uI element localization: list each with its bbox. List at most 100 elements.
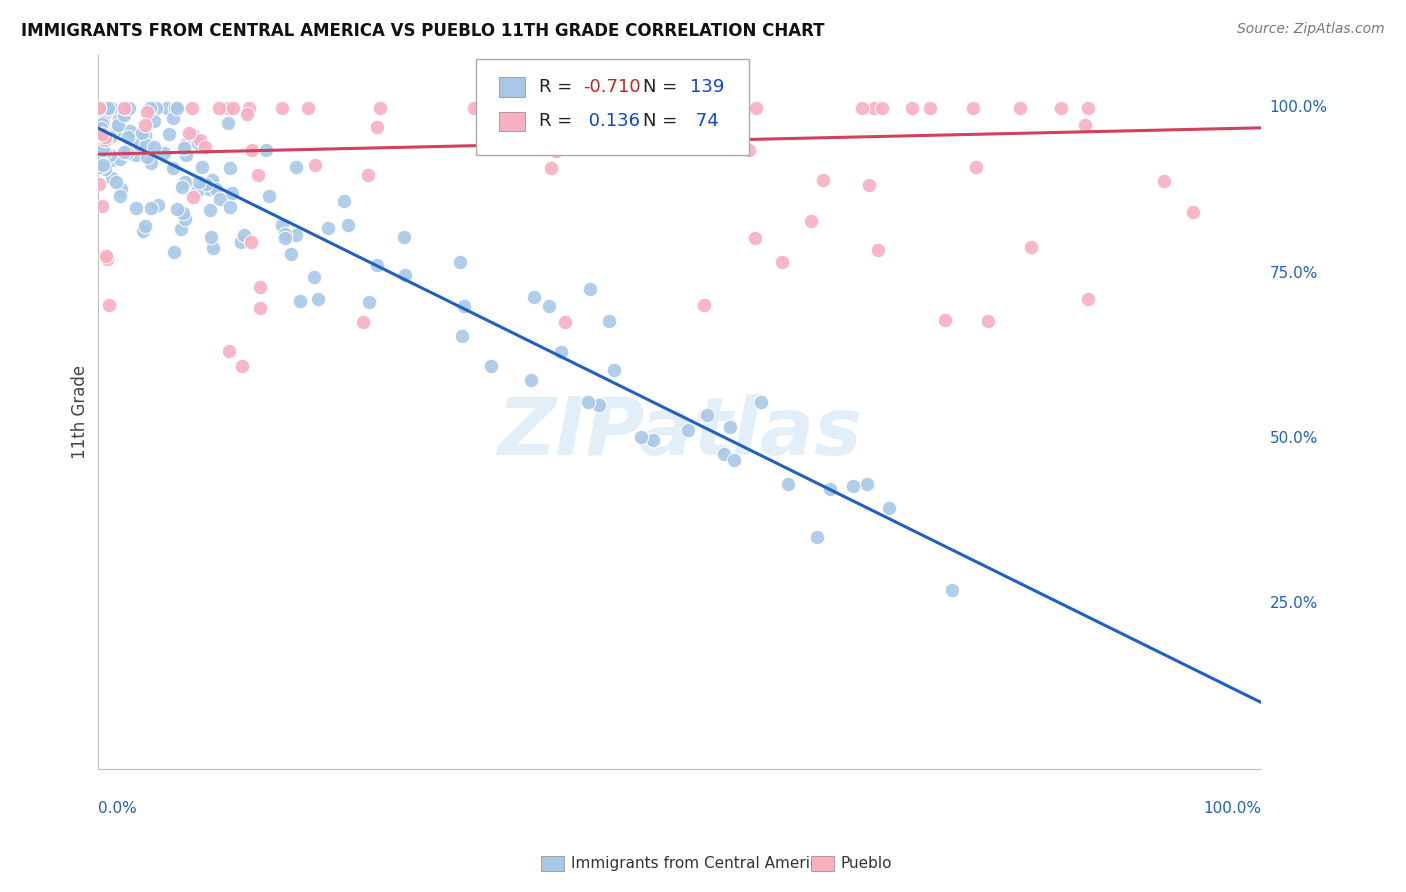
Point <box>540 161 562 175</box>
Point <box>101 153 124 167</box>
Point <box>108 152 131 166</box>
Point <box>236 106 259 120</box>
Point <box>219 200 242 214</box>
Point <box>177 126 200 140</box>
Text: N =: N = <box>644 78 683 96</box>
Point <box>187 136 209 151</box>
Text: ZIPatlas: ZIPatlas <box>496 394 862 472</box>
Point <box>738 143 761 157</box>
Point <box>89 161 111 175</box>
Point <box>811 172 834 186</box>
Point <box>98 130 121 145</box>
Point <box>778 476 800 491</box>
Point <box>198 182 221 196</box>
Point <box>297 101 319 115</box>
Point <box>173 137 195 152</box>
Point <box>170 222 193 236</box>
Point <box>136 150 159 164</box>
Point <box>89 101 111 115</box>
Point <box>745 101 768 115</box>
Point <box>280 246 302 260</box>
Point <box>202 241 225 255</box>
Point <box>87 101 110 115</box>
Point <box>316 220 339 235</box>
Point <box>96 101 118 115</box>
Point <box>180 101 202 115</box>
Point <box>112 145 135 159</box>
Point <box>941 582 963 597</box>
Point <box>188 176 211 190</box>
Point <box>238 101 260 115</box>
Point <box>94 129 117 144</box>
Point <box>186 184 208 198</box>
Text: 75.0%: 75.0% <box>1270 266 1317 281</box>
Point <box>110 181 132 195</box>
Point <box>934 313 956 327</box>
Point <box>128 136 150 151</box>
Point <box>307 292 329 306</box>
Text: -0.710: -0.710 <box>583 78 641 96</box>
Point <box>249 301 271 315</box>
Point <box>132 224 155 238</box>
Point <box>200 203 222 218</box>
Point <box>631 101 654 115</box>
Point <box>1008 101 1031 115</box>
Point <box>800 214 823 228</box>
Point <box>273 227 295 241</box>
Point <box>134 128 156 142</box>
Point <box>208 101 231 115</box>
Point <box>696 408 718 422</box>
Point <box>257 189 280 203</box>
Point <box>273 231 295 245</box>
Point <box>451 329 474 343</box>
Point <box>707 101 730 115</box>
Point <box>284 160 307 174</box>
Point <box>219 161 242 175</box>
Text: Immigrants from Central America: Immigrants from Central America <box>571 856 828 871</box>
Point <box>851 101 873 115</box>
Point <box>1077 292 1099 306</box>
Point <box>112 108 135 122</box>
Point <box>579 282 602 296</box>
Point <box>135 138 157 153</box>
Point <box>271 219 294 233</box>
Point <box>201 173 224 187</box>
Point <box>89 178 111 192</box>
Point <box>138 101 160 115</box>
Point <box>108 112 131 127</box>
FancyBboxPatch shape <box>499 112 524 131</box>
Point <box>554 315 576 329</box>
Point <box>218 343 240 358</box>
Point <box>117 130 139 145</box>
Point <box>366 120 388 135</box>
Point <box>870 101 893 115</box>
Text: 50.0%: 50.0% <box>1270 431 1317 446</box>
Point <box>134 219 156 233</box>
Point <box>217 101 239 115</box>
Point <box>1181 205 1204 219</box>
Point <box>336 218 359 232</box>
Point <box>188 133 211 147</box>
Point <box>194 178 217 192</box>
Point <box>576 395 599 409</box>
Point <box>101 170 124 185</box>
Point <box>557 101 579 115</box>
Point <box>118 101 141 115</box>
Point <box>194 139 217 153</box>
Y-axis label: 11th Grade: 11th Grade <box>72 365 89 459</box>
Point <box>217 116 239 130</box>
Point <box>162 111 184 125</box>
Point <box>181 189 204 203</box>
Point <box>842 479 865 493</box>
Text: Source: ZipAtlas.com: Source: ZipAtlas.com <box>1237 22 1385 37</box>
Point <box>90 121 112 136</box>
Point <box>678 423 700 437</box>
Point <box>191 160 214 174</box>
Point <box>977 314 1000 328</box>
Point <box>200 229 222 244</box>
Point <box>145 101 167 115</box>
Point <box>143 140 166 154</box>
Point <box>290 293 312 308</box>
Text: 74: 74 <box>690 112 718 130</box>
Point <box>91 115 114 129</box>
